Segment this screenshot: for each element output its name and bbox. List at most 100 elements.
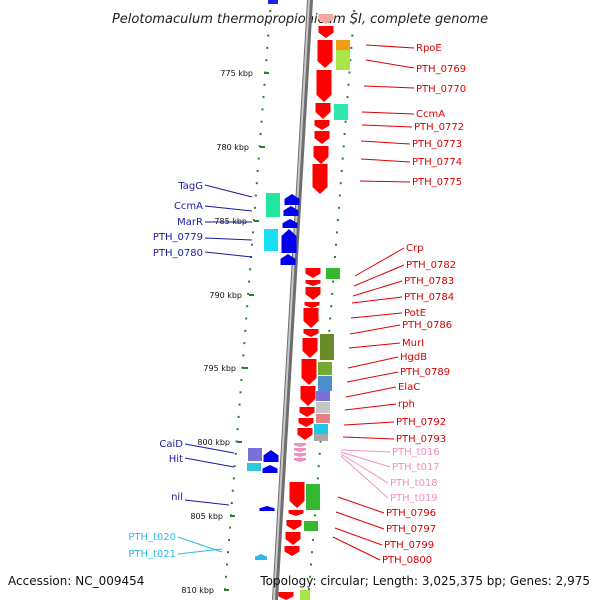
forward-gene-label: CcmA bbox=[416, 109, 445, 120]
forward-gene-arrow bbox=[318, 26, 334, 38]
reverse-gene-label: PTH_0779 bbox=[153, 232, 203, 243]
scale-dot bbox=[254, 194, 257, 197]
scale-dot bbox=[226, 563, 228, 566]
forward-gene-label: PTH_0793 bbox=[396, 434, 446, 445]
forward-rna-label: PTH_t018 bbox=[390, 478, 438, 489]
forward-gene-arrow bbox=[298, 418, 314, 427]
leader-line bbox=[184, 443, 235, 454]
leader-line bbox=[334, 527, 383, 546]
leader-line bbox=[340, 453, 389, 484]
feature-dot bbox=[328, 329, 331, 332]
scale-dot bbox=[243, 342, 246, 345]
leader-line bbox=[340, 451, 391, 468]
scale-dot bbox=[232, 477, 235, 480]
forward-gene-label: PTH_0786 bbox=[402, 320, 452, 331]
scale-dot bbox=[269, 10, 272, 12]
scale-dot bbox=[230, 502, 233, 504]
forward-gene-arrow bbox=[299, 407, 315, 417]
leader-line bbox=[348, 342, 401, 349]
feature-dot bbox=[329, 317, 332, 320]
scale-label-805: 805 kbp bbox=[190, 512, 223, 521]
feature-dot bbox=[353, 10, 356, 12]
feature-dot bbox=[319, 440, 322, 443]
leader-line bbox=[340, 455, 389, 499]
forward-rna-label: PTH_t016 bbox=[392, 447, 440, 458]
leader-line bbox=[352, 280, 403, 297]
scale-dot bbox=[241, 366, 244, 369]
feature-dot bbox=[341, 157, 344, 160]
leader-line bbox=[342, 436, 395, 440]
leader-line bbox=[360, 158, 411, 163]
scale-labels: 775 kbp 780 kbp 785 kbp 790 kbp 795 kbp … bbox=[181, 69, 253, 595]
forward-gene-arrow bbox=[313, 146, 329, 164]
forward-gene-label: PTH_0770 bbox=[416, 84, 466, 95]
feature-dot bbox=[352, 22, 355, 25]
reverse-gene-label: CcmA bbox=[174, 201, 203, 212]
feature-dot bbox=[316, 477, 319, 480]
feature-dot bbox=[336, 219, 339, 222]
reverse-gene-arrow bbox=[280, 254, 296, 265]
feature-dot bbox=[313, 514, 316, 517]
leader-line bbox=[340, 449, 391, 453]
leader-line bbox=[350, 312, 403, 319]
scale-dot bbox=[259, 133, 262, 135]
scale-dot bbox=[248, 280, 251, 283]
scale-dot bbox=[268, 22, 271, 25]
forward-gene-label: PotE bbox=[404, 308, 426, 319]
reverse-gene-arrow bbox=[282, 219, 298, 228]
forward-gene-arrow bbox=[302, 338, 318, 358]
feature-dot bbox=[330, 305, 333, 308]
topology-text: Topology: circular; Length: 3,025,375 bp… bbox=[259, 574, 590, 588]
scale-label-780: 780 kbp bbox=[216, 143, 249, 152]
forward-gene-arrow bbox=[305, 287, 321, 300]
forward-rna-arrow bbox=[294, 443, 306, 447]
forward-gene-arrow bbox=[297, 428, 313, 440]
leader-line bbox=[337, 496, 385, 514]
scale-dot bbox=[262, 96, 265, 99]
feature-dot bbox=[318, 452, 321, 455]
reverse-rna-label: PTH_t020 bbox=[128, 532, 176, 543]
forward-gene-arrow bbox=[289, 482, 305, 508]
forward-gene-label: ElaC bbox=[398, 382, 420, 393]
genome-backbone bbox=[272, 0, 313, 600]
leader-line bbox=[360, 140, 411, 145]
scale-dot bbox=[256, 169, 259, 172]
forward-gene-arrow bbox=[314, 131, 330, 144]
scale-label-800: 800 kbp bbox=[197, 438, 230, 447]
feature-dot bbox=[348, 71, 351, 74]
scale-dot bbox=[251, 243, 253, 246]
reverse-gene-arrow bbox=[259, 506, 275, 511]
scale-dot bbox=[247, 292, 250, 295]
scale-dot bbox=[261, 108, 264, 111]
scale-dot bbox=[249, 268, 252, 271]
forward-gene-arrow bbox=[316, 70, 332, 102]
scale-tick-marks bbox=[224, 72, 269, 591]
scale-dot bbox=[228, 538, 230, 541]
leader-line bbox=[346, 371, 399, 383]
forward-gene-arrow bbox=[305, 280, 321, 286]
scale-dot bbox=[237, 415, 240, 418]
forward-gene-label: RpoE bbox=[416, 43, 442, 54]
leader-line bbox=[345, 386, 397, 398]
feature-dot bbox=[339, 182, 342, 185]
leader-line bbox=[332, 536, 381, 561]
leader-line bbox=[349, 324, 401, 335]
leader-line bbox=[353, 264, 405, 287]
forward-rna-arrow bbox=[294, 453, 306, 457]
reverse-gene-arrow bbox=[262, 465, 278, 473]
forward-gene-label: PTH_0775 bbox=[412, 177, 462, 188]
feature-dot bbox=[351, 34, 354, 37]
scale-dot bbox=[239, 391, 242, 394]
forward-gene-arrow bbox=[303, 308, 319, 328]
reverse-gene-arrow bbox=[281, 229, 297, 253]
scale-dot bbox=[258, 145, 261, 148]
leader-line bbox=[343, 421, 395, 426]
feature-dot bbox=[334, 256, 336, 258]
scale-dot bbox=[245, 317, 248, 320]
reverse-gene-arrow bbox=[284, 194, 300, 205]
forward-gene-label: PTH_0784 bbox=[404, 292, 454, 303]
feature-dot bbox=[317, 465, 320, 468]
leader-line bbox=[204, 184, 253, 198]
cog-color-blocks bbox=[247, 0, 350, 600]
forward-gene-label: PTH_0772 bbox=[414, 122, 464, 133]
